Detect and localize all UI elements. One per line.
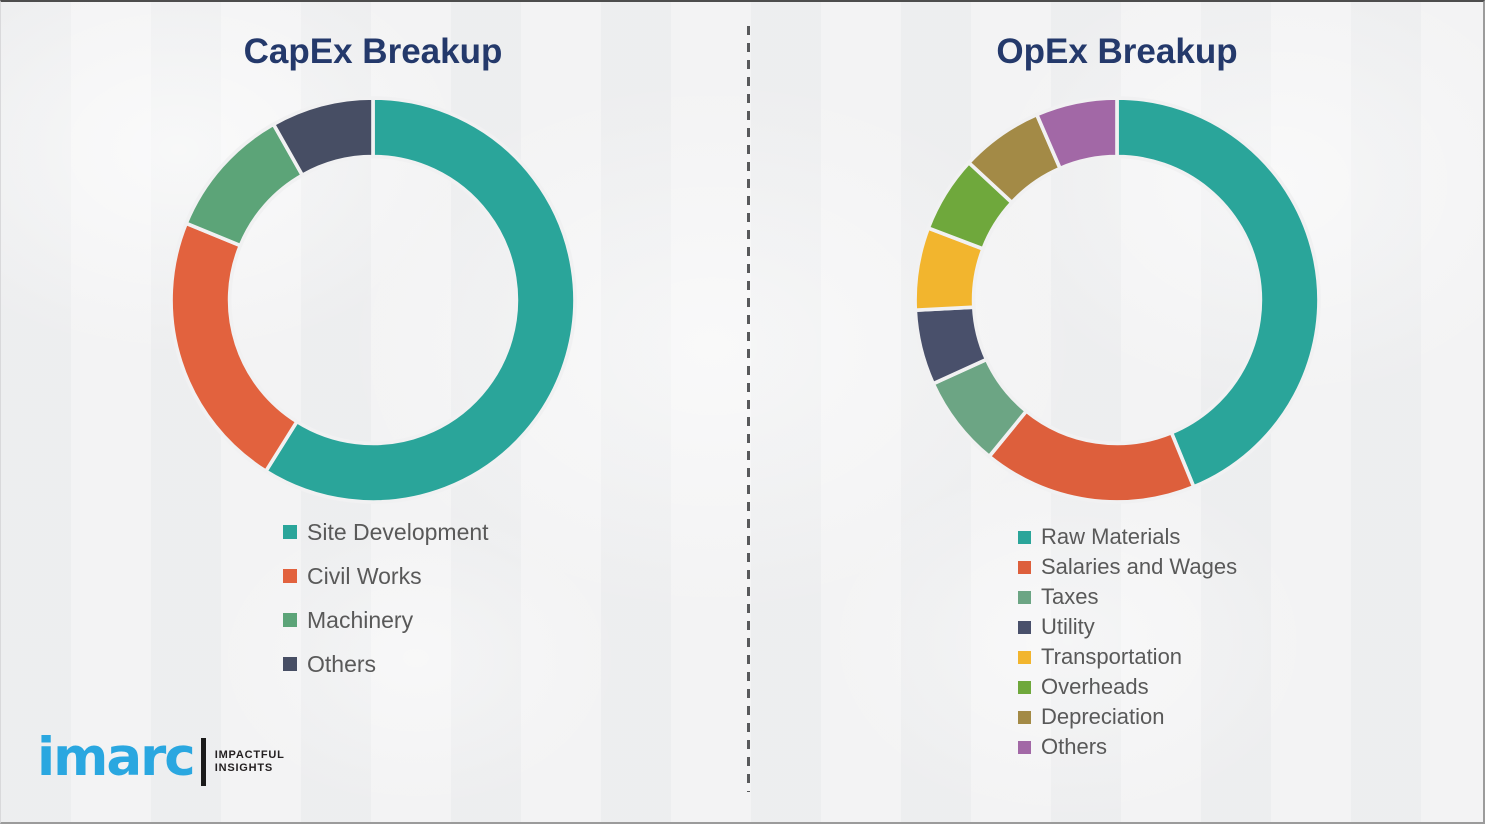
legend-swatch-raw-materials — [1018, 530, 1031, 544]
imarc-logo-tagline: IMPACTFUL INSIGHTS — [215, 749, 285, 775]
legend-label-transportation: Transportation — [1041, 644, 1183, 669]
legend-label-utility: Utility — [1041, 614, 1095, 639]
capex-chart-title: CapEx Breakup — [243, 32, 503, 71]
legend-item-machinery: Machinery — [283, 598, 489, 642]
legend-label-machinery: Machinery — [307, 606, 414, 633]
legend-item-transportation: Transportation — [1018, 642, 1237, 672]
legend-swatch-depreciation — [1018, 710, 1031, 724]
tagline-line-2: INSIGHTS — [214, 762, 274, 774]
legend-item-overheads: Overheads — [1018, 672, 1237, 702]
legend-swatch-transportation — [1018, 650, 1031, 664]
legend-swatch-others — [1018, 740, 1031, 754]
opex-chart-title: OpEx Breakup — [996, 32, 1238, 71]
legend-label-overheads: Overheads — [1041, 674, 1149, 699]
legend-swatch-machinery — [283, 613, 297, 627]
capex-donut-chart — [167, 94, 579, 506]
imarc-logo: imarc IMPACTFUL INSIGHTS — [37, 728, 285, 786]
legend-label-taxes: Taxes — [1041, 584, 1099, 609]
legend-item-site-development: Site Development — [283, 510, 489, 554]
donut-slice-others — [1034, 96, 1119, 171]
logo-separator-bar — [200, 738, 206, 786]
legend-item-others: Others — [1018, 732, 1237, 762]
legend-label-raw-materials: Raw Materials — [1041, 524, 1181, 549]
legend-label-depreciation: Depreciation — [1041, 704, 1165, 729]
legend-item-salaries-and-wages: Salaries and Wages — [1018, 552, 1237, 582]
donut-slice-salaries-and-wages — [987, 409, 1196, 504]
donut-slice-civil-works — [169, 221, 299, 474]
tagline-line-1: IMPACTFUL — [214, 748, 285, 761]
legend-item-utility: Utility — [1018, 612, 1237, 642]
legend-item-others: Others — [283, 642, 489, 686]
legend-item-civil-works: Civil Works — [283, 554, 489, 598]
legend-swatch-others — [283, 657, 297, 671]
legend-label-salaries-and-wages: Salaries and Wages — [1041, 554, 1238, 579]
opex-panel: OpEx Breakup Raw Materials Salaries and W… — [745, 2, 1488, 826]
legend-label-others: Others — [307, 650, 377, 677]
legend-swatch-overheads — [1018, 680, 1031, 694]
imarc-logo-wordmark: imarc — [37, 726, 196, 788]
legend-label-site-development: Site Development — [307, 518, 489, 545]
legend-item-taxes: Taxes — [1018, 582, 1237, 612]
donut-slice-others — [271, 96, 375, 178]
opex-donut-chart — [911, 94, 1323, 506]
legend-swatch-taxes — [1018, 590, 1031, 604]
legend-label-civil-works: Civil Works — [307, 562, 422, 589]
legend-swatch-site-development — [283, 525, 297, 539]
legend-swatch-salaries-and-wages — [1018, 560, 1031, 574]
legend-item-depreciation: Depreciation — [1018, 702, 1237, 732]
capex-panel: CapEx Breakup Site Development Civil Work… — [1, 2, 745, 826]
legend-item-raw-materials: Raw Materials — [1018, 522, 1237, 552]
legend-swatch-utility — [1018, 620, 1031, 634]
opex-legend: Raw Materials Salaries and Wages Taxes Util… — [1018, 522, 1237, 762]
legend-swatch-civil-works — [283, 569, 297, 583]
donut-slice-raw-materials — [1115, 96, 1321, 489]
capex-legend: Site Development Civil Works Machinery Othe… — [283, 510, 489, 686]
donut-slice-site-development — [264, 96, 577, 504]
legend-label-others: Others — [1041, 734, 1108, 759]
vertical-dashed-divider — [747, 26, 750, 792]
